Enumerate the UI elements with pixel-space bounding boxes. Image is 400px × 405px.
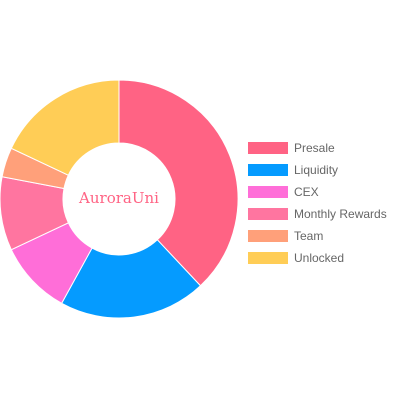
legend-item-unlocked[interactable]: Unlocked [248,247,387,269]
chart-legend: Presale Liquidity CEX Monthly Rewards Team Un… [248,137,387,269]
legend-swatch [248,142,288,154]
legend-label: Monthly Rewards [294,207,387,221]
legend-label: Unlocked [294,251,345,265]
legend-swatch [248,164,288,176]
legend-label: CEX [294,185,319,199]
slice-unlocked[interactable] [10,79,120,176]
legend-swatch [248,186,288,198]
legend-item-cex[interactable]: CEX [248,181,387,203]
legend-swatch [248,252,288,264]
legend-item-liquidity[interactable]: Liquidity [248,159,387,181]
legend-item-presale[interactable]: Presale [248,137,387,159]
legend-item-team[interactable]: Team [248,225,387,247]
slice-presale[interactable] [118,79,239,287]
slice-liquidity[interactable] [60,239,202,319]
legend-swatch [248,208,288,220]
legend-label: Presale [294,141,335,155]
legend-label: Liquidity [294,163,339,177]
legend-swatch [248,230,288,242]
legend-item-monthly-rewards[interactable]: Monthly Rewards [248,203,387,225]
legend-label: Team [294,229,324,243]
center-label: AuroraUni [78,189,159,207]
